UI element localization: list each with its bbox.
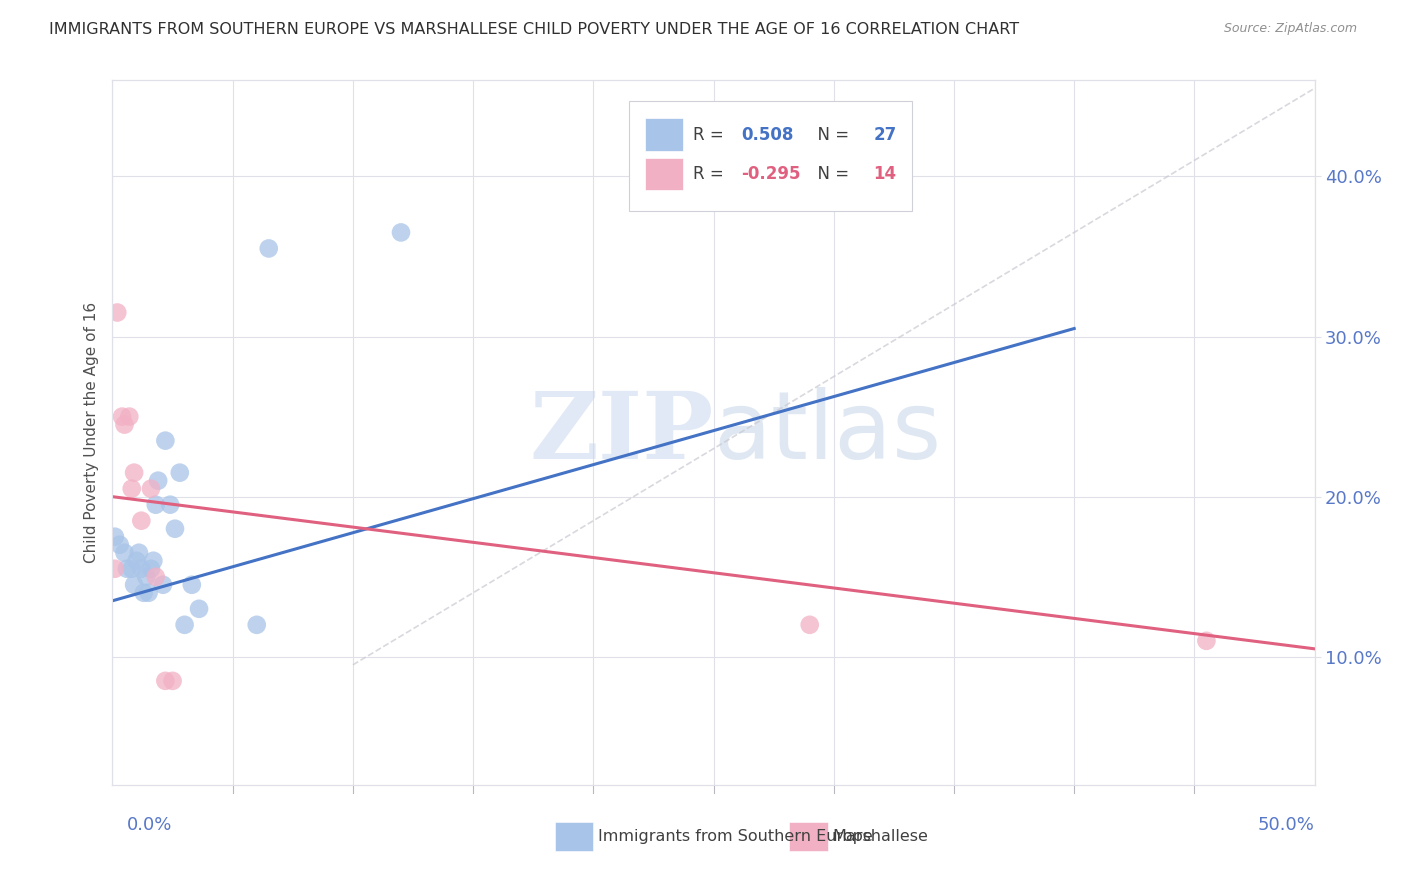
Text: atlas: atlas [714, 386, 942, 479]
Point [159, 498, 181, 512]
Text: 0.508: 0.508 [741, 126, 793, 144]
Text: N =: N = [807, 165, 855, 183]
Point [111, 409, 134, 424]
Point [163, 522, 186, 536]
Point [799, 617, 821, 632]
Text: IMMIGRANTS FROM SOUTHERN EUROPE VS MARSHALLESE CHILD POVERTY UNDER THE AGE OF 16: IMMIGRANTS FROM SOUTHERN EUROPE VS MARSH… [49, 22, 1019, 37]
Point [257, 242, 280, 256]
Point [118, 409, 141, 424]
Point [131, 562, 153, 576]
Point [122, 578, 145, 592]
Point [104, 562, 127, 576]
Point [121, 482, 143, 496]
Point [145, 570, 167, 584]
Point [135, 570, 157, 584]
Point [122, 466, 145, 480]
Text: 14: 14 [873, 165, 897, 183]
Point [1195, 633, 1218, 648]
Point [138, 586, 160, 600]
Point [188, 601, 211, 615]
Text: R =: R = [693, 165, 730, 183]
Text: Source: ZipAtlas.com: Source: ZipAtlas.com [1223, 22, 1357, 36]
Text: R =: R = [693, 126, 730, 144]
Point [125, 554, 148, 568]
Point [142, 554, 165, 568]
FancyBboxPatch shape [789, 822, 828, 851]
Text: 0.0%: 0.0% [127, 816, 172, 834]
Text: Marshallese: Marshallese [832, 829, 928, 844]
Point [152, 578, 174, 592]
Point [155, 673, 177, 688]
Point [173, 617, 195, 632]
Y-axis label: Child Poverty Under the Age of 16: Child Poverty Under the Age of 16 [83, 302, 98, 563]
Point [132, 586, 155, 600]
Point [131, 514, 153, 528]
Point [105, 305, 128, 319]
Point [246, 617, 269, 632]
FancyBboxPatch shape [555, 822, 593, 851]
Point [115, 562, 138, 576]
Point [104, 530, 127, 544]
Text: -0.295: -0.295 [741, 165, 800, 183]
FancyBboxPatch shape [630, 102, 912, 211]
Text: ZIP: ZIP [529, 388, 714, 477]
Point [146, 474, 169, 488]
Point [180, 578, 202, 592]
Point [128, 546, 150, 560]
Point [139, 562, 162, 576]
Point [155, 434, 177, 448]
Point [162, 673, 184, 688]
Text: Immigrants from Southern Europe: Immigrants from Southern Europe [598, 829, 873, 844]
Point [145, 498, 167, 512]
Point [114, 546, 136, 560]
Text: 27: 27 [873, 126, 897, 144]
Text: 50.0%: 50.0% [1258, 816, 1315, 834]
FancyBboxPatch shape [645, 158, 683, 190]
Text: N =: N = [807, 126, 855, 144]
Point [121, 562, 143, 576]
Point [169, 466, 191, 480]
Point [389, 226, 412, 240]
Point [114, 417, 136, 432]
Point [108, 538, 131, 552]
Point [139, 482, 162, 496]
FancyBboxPatch shape [645, 119, 683, 151]
